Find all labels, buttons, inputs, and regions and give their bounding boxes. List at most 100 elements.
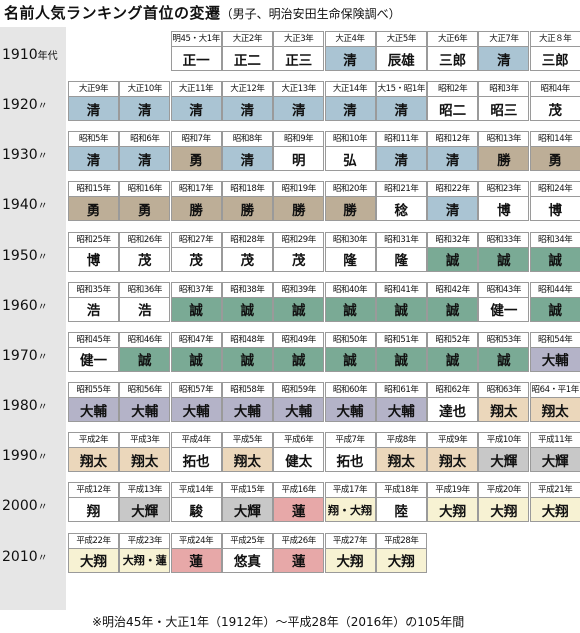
top-name: 誠	[548, 303, 562, 320]
top-name: 陸	[394, 503, 409, 520]
ranking-cell: 大正3年 正三	[273, 31, 325, 71]
ranking-cell: 昭和37年誠	[170, 281, 222, 322]
top-name: 健一	[80, 353, 107, 370]
decade-year: 1960	[2, 297, 38, 314]
year-label: 昭和53年	[479, 332, 529, 348]
top-name: 翔太	[541, 403, 569, 420]
top-name: 弘	[343, 152, 357, 169]
year-label: 平成17年	[325, 483, 375, 499]
ranking-cell: 平成2年 翔太	[68, 432, 119, 473]
year-label: 昭和12年	[428, 132, 478, 148]
top-name: 蓮	[291, 554, 306, 570]
year-label: 昭和30年	[325, 232, 375, 248]
top-name: 大輔	[80, 403, 107, 420]
year-label: 昭64・平1年	[530, 383, 580, 399]
ranking-cell: 昭和21年稔	[375, 181, 427, 222]
year-label: 昭和47年	[171, 332, 221, 348]
decade-year: 1940	[2, 197, 38, 214]
year-label: 昭和31年	[376, 232, 426, 248]
year-label: 昭和15年	[69, 182, 118, 198]
top-name: 大翔	[80, 554, 107, 570]
top-name: 茂	[240, 253, 255, 270]
decade-year: 1980	[2, 398, 38, 415]
top-name: 誠	[497, 353, 511, 370]
decade-label: 1920〃	[2, 97, 72, 113]
top-name: 清	[343, 52, 357, 69]
year-label: 平成18年	[376, 483, 426, 499]
ranking-cell: 昭和31年隆	[375, 231, 427, 272]
ranking-cell: 昭和60年 大輔	[324, 382, 376, 423]
ranking-cell: 平成21年 大翔	[529, 482, 580, 523]
top-name: 大輝	[233, 503, 261, 520]
top-name: 隆	[394, 253, 409, 270]
top-name: 博	[548, 202, 562, 219]
year-label: 大正2年	[222, 32, 272, 47]
top-name: 翔・大翔	[328, 503, 372, 517]
ranking-cell: 昭和48年誠	[221, 331, 273, 372]
year-label: 昭和28年	[222, 232, 272, 248]
year-label: 昭和37年	[171, 282, 221, 298]
ranking-cell: 昭和57年 大輔	[170, 382, 222, 423]
year-label: 昭和23年	[479, 182, 529, 198]
top-name: 勝	[343, 202, 357, 219]
year-label: 平成20年	[479, 483, 529, 499]
ranking-cell: 平成3年 翔太	[119, 432, 171, 473]
year-label: 大正4年	[325, 32, 375, 47]
top-name: 清	[445, 152, 460, 169]
top-name: 勇	[548, 152, 562, 169]
ranking-cell: 平成12年翔	[68, 482, 119, 523]
ranking-cell: 平成11年 大輝	[529, 432, 580, 473]
footnote: ※明治45年・大正1年（1912年）〜平成28年（2016年）の105年間	[92, 615, 465, 629]
year-label: 昭和57年	[171, 383, 221, 399]
ranking-cell: 昭和33年誠	[478, 231, 530, 272]
year-label: 平成9年	[428, 433, 478, 449]
year-label: 昭和26年	[120, 232, 170, 248]
top-name: 健太	[285, 453, 313, 470]
decade-year: 1950	[2, 247, 38, 264]
top-name: 大輝	[490, 453, 518, 470]
decade-suffix: 〃	[37, 402, 48, 414]
ranking-cell: 平成13年 大輝	[119, 482, 171, 523]
year-label: 大正9年	[69, 82, 118, 98]
year-label: 昭和51年	[376, 332, 426, 348]
chart-title: 名前人気ランキング首位の変遷	[4, 4, 221, 22]
year-label: 大正14年	[325, 82, 375, 98]
ranking-cell: 昭和51年誠	[375, 331, 427, 372]
decade-suffix: 〃	[37, 151, 48, 163]
ranking-cell: 昭和61年 大輔	[375, 382, 427, 423]
decade-suffix: 〃	[37, 502, 48, 514]
year-label: 昭和7年	[171, 132, 221, 148]
top-name: 清	[497, 52, 511, 69]
top-name: 清	[189, 102, 203, 119]
top-name: 稔	[394, 202, 409, 219]
top-name: 誠	[497, 253, 511, 270]
ranking-cell: 昭和5年清	[68, 131, 119, 172]
year-label: 昭和14年	[530, 132, 580, 148]
ranking-cell: 昭和41年誠	[375, 281, 427, 322]
decade-year: 2000	[2, 498, 38, 515]
top-name: 清	[291, 102, 306, 119]
top-name: 茂	[189, 253, 203, 270]
decade-sidebar: 1910年代 1920〃 1930〃 1940〃 1950〃 1960〃 1970〃 1980…	[0, 27, 66, 610]
ranking-cell: 平成28年 大翔	[375, 532, 427, 573]
top-name: 正一	[182, 52, 210, 69]
top-name: 翔太	[131, 453, 159, 470]
year-label: 大正11年	[171, 82, 221, 98]
top-name: 浩	[86, 303, 101, 320]
year-label: 平成10年	[479, 433, 529, 449]
ranking-cell: 昭和2年 昭二	[427, 81, 479, 122]
decade-label: 1910年代	[2, 47, 72, 63]
top-name: 誠	[394, 303, 409, 320]
ranking-cell: 昭和19年勝	[273, 181, 325, 222]
year-label: 昭和11年	[376, 132, 426, 148]
decade-year: 1920	[2, 97, 38, 114]
top-name: 勝	[189, 202, 203, 219]
ranking-cell: 平成6年 健太	[273, 432, 325, 473]
top-name: 清	[394, 102, 409, 119]
top-name: 大翔	[541, 503, 569, 520]
ranking-cell: 平成24年蓮	[170, 532, 222, 573]
top-name: 大輔	[285, 403, 313, 420]
year-label: 大正12年	[222, 82, 272, 98]
decade-year: 1910	[2, 47, 38, 63]
ranking-cell: 平成9年 翔太	[427, 432, 479, 473]
